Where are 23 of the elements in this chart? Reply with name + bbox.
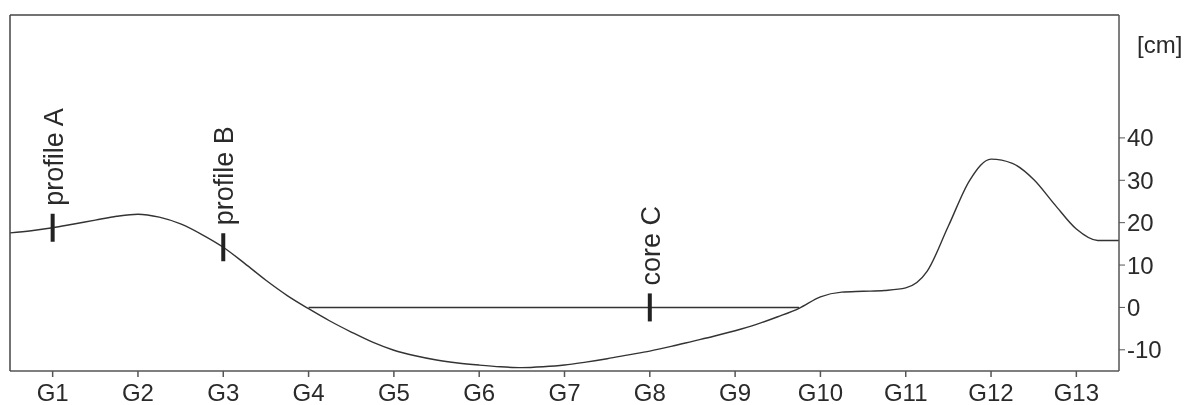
annotation: profile B (209, 126, 240, 226)
y-tick-label: -10 (1127, 336, 1162, 364)
y-tick-label: 10 (1127, 251, 1154, 279)
x-tick-label: G2 (121, 379, 154, 405)
x-tick-label: G13 (1053, 379, 1100, 405)
y-tick-label: 0 (1127, 293, 1141, 321)
y-tick-label: 40 (1127, 124, 1154, 152)
annotation: core C (635, 205, 666, 286)
x-tick-label: G8 (633, 379, 666, 405)
x-tick-label: G7 (548, 379, 581, 405)
x-tick-label: G11 (883, 379, 928, 405)
x-tick-label: G1 (36, 379, 69, 405)
x-tick-label: G3 (207, 379, 240, 405)
x-tick-label: G9 (719, 379, 752, 405)
x-tick-label: G4 (292, 379, 325, 405)
y-tick-label: 20 (1127, 209, 1154, 237)
y-axis-title: [cm] (1137, 31, 1183, 58)
x-tick-label: G6 (463, 379, 496, 405)
y-tick-label: 30 (1127, 166, 1154, 194)
x-tick-label: G10 (797, 379, 844, 405)
x-tick-label: G5 (377, 379, 410, 405)
x-tick-label: G12 (968, 379, 1014, 405)
annotation: profile A (38, 108, 69, 206)
